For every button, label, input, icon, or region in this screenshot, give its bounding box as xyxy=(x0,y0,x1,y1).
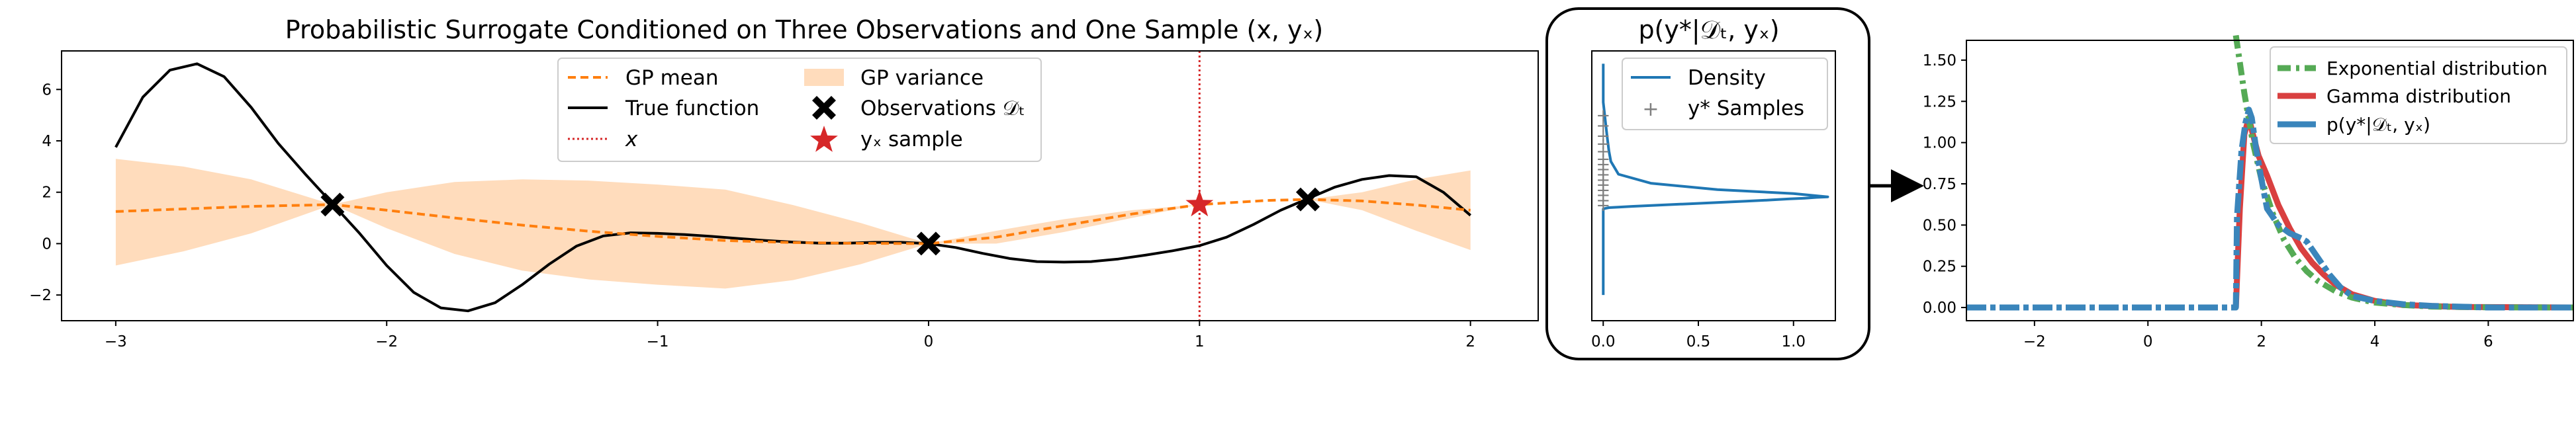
legend-true-function-label: True function xyxy=(625,97,759,120)
y-tick-label: 6 xyxy=(42,81,52,99)
observation-marker xyxy=(320,192,345,217)
gp-plot-area xyxy=(115,51,1471,321)
gp-surrogate-panel: Probabilistic Surrogate Conditioned on T… xyxy=(29,15,1539,350)
x-tick-label: 0.0 xyxy=(1591,333,1616,350)
x-tick-label: −2 xyxy=(2023,333,2046,350)
gp-legend: GP mean True function x GP variance Obse… xyxy=(557,58,1042,162)
x-tick-label: 0 xyxy=(924,333,934,350)
legend-gp-variance-swatch xyxy=(804,69,844,86)
legend-yx-sample-label: yₓ sample xyxy=(860,128,963,151)
x-tick-label: 0.5 xyxy=(1686,333,1711,350)
fit-y-ticks: 0.00 0.25 0.50 0.75 1.00 1.25 1.50 xyxy=(1923,52,1966,317)
legend-x-vline-label: x xyxy=(625,128,638,151)
observation-marker xyxy=(1296,187,1320,212)
y-tick-label: 4 xyxy=(42,133,52,150)
density-plot-area: +++++++++++++++ xyxy=(1596,63,1829,296)
y-tick-label: 1.25 xyxy=(1923,93,1956,110)
gp-variance-band xyxy=(115,159,1471,289)
y-sample-marker: + xyxy=(1596,106,1610,126)
distribution-fit-panel: −2 0 2 4 6 0.00 0.25 0.50 0.75 1.00 1.25 1.50 Expo… xyxy=(1923,34,2574,350)
density-line xyxy=(1602,63,1829,296)
y-sample-marker: + xyxy=(1596,190,1610,210)
legend-gp-mean-label: GP mean xyxy=(625,66,718,90)
density-panel-title: p(y*|𝒟ₜ, yₓ) xyxy=(1638,15,1779,45)
y-tick-label: 1.00 xyxy=(1923,135,1956,152)
x-tick-label: −3 xyxy=(105,333,127,350)
legend-empirical-label: p(y*|𝒟ₜ, yₓ) xyxy=(2326,114,2430,136)
gamma-distribution-line xyxy=(2232,114,2574,311)
legend-exponential-label: Exponential distribution xyxy=(2326,58,2548,79)
yx-sample-star xyxy=(1185,190,1214,217)
legend-density-label: Density xyxy=(1688,66,1766,90)
x-tick-label: −2 xyxy=(375,333,398,350)
density-x-ticks: 0.0 0.5 1.0 xyxy=(1591,321,1806,350)
density-panel-rounded-border xyxy=(1545,7,1870,360)
legend-observations-marker-icon xyxy=(812,96,836,120)
fit-plot-frame xyxy=(1966,40,2574,321)
y-sample-marker: + xyxy=(1596,126,1610,146)
x-tick-label: 6 xyxy=(2483,333,2493,350)
y-tick-label: 1.50 xyxy=(1923,52,1956,69)
density-plot-frame xyxy=(1591,50,1836,321)
legend-gamma-label: Gamma distribution xyxy=(2326,85,2511,107)
gp-mean-line xyxy=(115,198,1471,245)
legend-gp-variance-label: GP variance xyxy=(860,66,984,90)
legend-samples-label: y* Samples xyxy=(1688,97,1804,120)
y-tick-label: 0.75 xyxy=(1923,176,1956,193)
y-sample-marker: + xyxy=(1596,155,1610,175)
x-tick-label: 0 xyxy=(2143,333,2153,350)
observation-marker xyxy=(916,231,941,256)
gp-panel-title: Probabilistic Surrogate Conditioned on T… xyxy=(285,15,1323,44)
x-tick-label: 1 xyxy=(1195,333,1205,350)
fit-x-ticks: −2 0 2 4 6 xyxy=(2023,321,2493,350)
y-sample-marker: + xyxy=(1596,149,1610,169)
y-sample-marker: + xyxy=(1596,142,1610,162)
x-tick-label: 2 xyxy=(1465,333,1475,350)
x-tick-label: 4 xyxy=(2370,333,2380,350)
y-sample-marker: + xyxy=(1596,181,1610,200)
x-tick-label: −1 xyxy=(647,333,669,350)
legend-samples-plus-icon: + xyxy=(1642,98,1659,121)
fit-legend: Exponential distribution Gamma distribut… xyxy=(2270,46,2567,144)
x-tick-label: 2 xyxy=(2256,333,2266,350)
y-sample-marker: + xyxy=(1596,186,1610,206)
y-sample-marker: + xyxy=(1596,196,1610,216)
y-sample-marker: + xyxy=(1596,175,1610,195)
gp-plot-frame xyxy=(61,50,1539,321)
gp-x-ticks: −3 −2 −1 0 1 2 xyxy=(105,321,1475,350)
y-tick-label: 0 xyxy=(42,235,52,253)
density-legend: Density + y* Samples xyxy=(1622,58,1828,130)
y-tick-label: 2 xyxy=(42,184,52,202)
y-sample-marker: + xyxy=(1596,116,1610,136)
gp-y-ticks: −2 0 2 4 6 xyxy=(29,81,62,304)
empirical-distribution-line xyxy=(1966,106,2573,311)
y-sample-marker: + xyxy=(1596,134,1610,154)
legend-sample-star-icon xyxy=(810,126,838,152)
x-tick-label: 1.0 xyxy=(1781,333,1806,350)
y-sample-marker: + xyxy=(1596,165,1610,185)
y-tick-label: 0.25 xyxy=(1923,259,1956,276)
y-tick-label: 0.00 xyxy=(1923,300,1956,317)
fit-plot-area xyxy=(1966,34,2574,311)
y-tick-label: −2 xyxy=(29,287,52,304)
legend-observations-label: Observations 𝒟ₜ xyxy=(860,97,1025,120)
density-panel: p(y*|𝒟ₜ, yₓ) +++++++++++++++ 0.0 0.5 1.0 D… xyxy=(1545,7,1870,360)
y-tick-label: 0.50 xyxy=(1923,217,1956,234)
y-sample-marker: + xyxy=(1596,170,1610,190)
y-sample-marker: + xyxy=(1596,160,1610,180)
